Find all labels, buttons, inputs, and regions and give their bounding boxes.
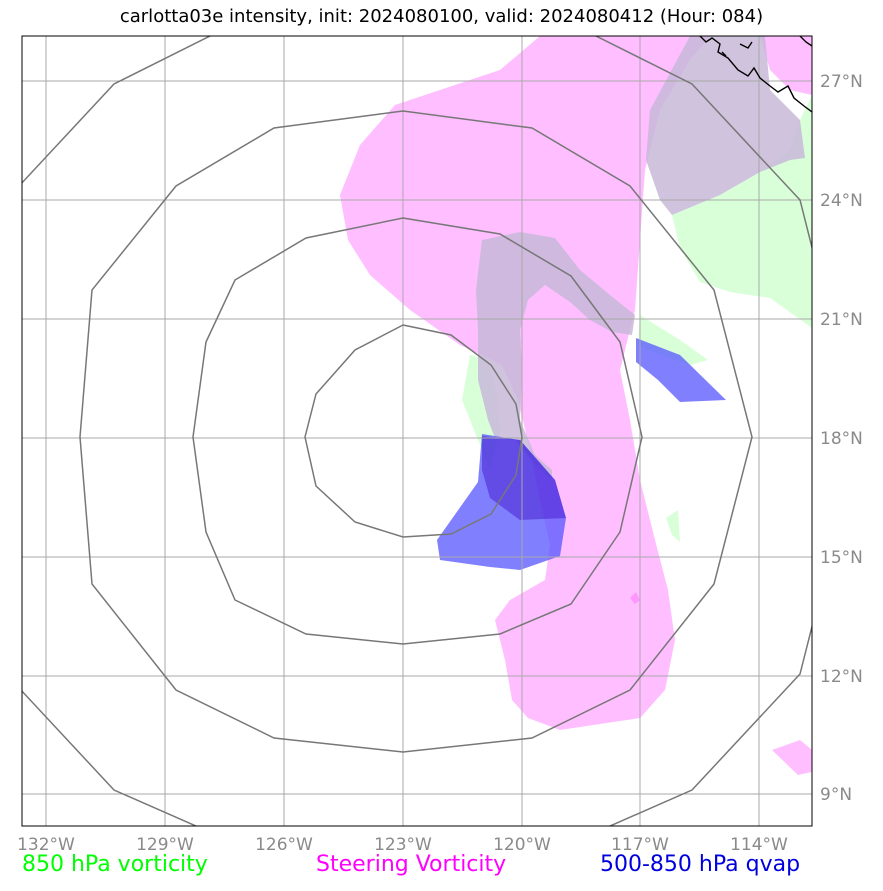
vorticity-850-region-small-2 — [666, 510, 680, 542]
qvap-overlap-layer — [482, 436, 566, 520]
lon-tick-label: 114°W — [730, 835, 788, 855]
coastline-islands — [721, 41, 753, 57]
lat-tick-label: 24°N — [820, 191, 863, 211]
lon-tick-label: 120°W — [493, 835, 551, 855]
steering-vorticity-region-southeast — [772, 740, 812, 775]
coastline-mainland — [799, 36, 812, 47]
lon-tick-label: 132°W — [17, 835, 75, 855]
lat-tick-label: 18°N — [820, 429, 863, 449]
range-ring-2 — [192, 217, 643, 645]
legend-850-vorticity: 850 hPa vorticity — [22, 852, 208, 877]
qvap-overlap-region — [482, 436, 566, 520]
range-ring-4 — [22, 36, 812, 826]
lat-tick-label: 12°N — [820, 667, 863, 687]
lon-tick-label: 129°W — [136, 835, 194, 855]
coastline-baja — [699, 36, 812, 113]
qvap-region-east — [636, 338, 726, 402]
steering-vorticity-region-northeast — [760, 36, 812, 95]
lat-tick-label: 27°N — [820, 72, 863, 92]
lat-tick-label: 9°N — [820, 785, 852, 805]
lat-tick-labels: 9°N 12°N 15°N 18°N 21°N 24°N 27°N — [820, 72, 863, 805]
lon-tick-label: 123°W — [374, 835, 432, 855]
lat-tick-label: 21°N — [820, 310, 863, 330]
range-ring-1 — [304, 324, 523, 538]
range-ring-3 — [79, 110, 753, 753]
coastline — [699, 36, 812, 113]
overlap-region-center — [476, 232, 635, 480]
legend-qvap: 500-850 hPa qvap — [600, 852, 801, 877]
lon-tick-labels: 132°W 129°W 126°W 123°W 120°W 117°W 114°… — [17, 835, 788, 855]
range-rings — [22, 36, 812, 826]
legend-steering-vorticity: Steering Vorticity — [316, 852, 507, 877]
steering-vorticity-region-dot — [630, 592, 640, 604]
lon-tick-label: 126°W — [255, 835, 313, 855]
lat-tick-label: 15°N — [820, 548, 863, 568]
gridlines — [22, 36, 812, 826]
chart-title: carlotta03e intensity, init: 2024080100,… — [119, 6, 764, 27]
vorticity-850-region-east — [672, 95, 812, 328]
map-frame — [21, 35, 813, 827]
lon-tick-label: 117°W — [611, 835, 669, 855]
